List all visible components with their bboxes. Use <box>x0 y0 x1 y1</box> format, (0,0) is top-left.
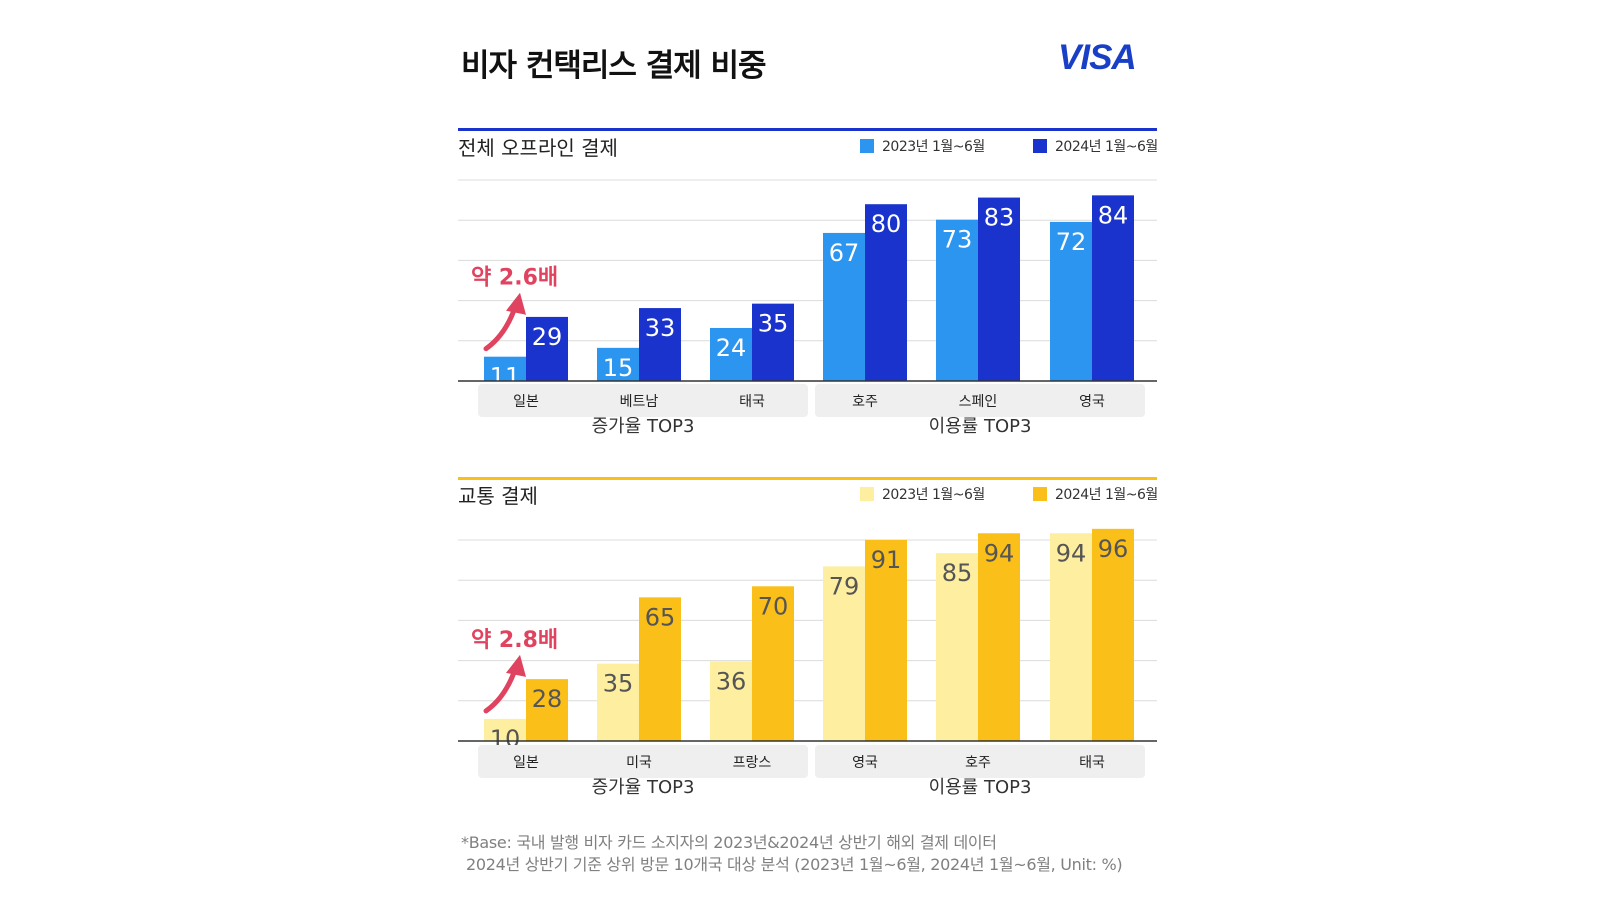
section-title: 전체 오프라인 결제 <box>458 136 618 160</box>
tick-label: 호주 <box>965 755 991 771</box>
bar-호주 <box>978 533 1020 741</box>
data-label: 35 <box>603 670 634 698</box>
bar-태국 <box>1050 533 1092 741</box>
bar-미국 <box>597 663 639 741</box>
tick-label: 스페인 <box>959 394 998 410</box>
tick-label: 영국 <box>852 755 878 771</box>
tick-label: 호주 <box>852 394 878 410</box>
data-label: 36 <box>716 667 747 695</box>
legend-label: 2024년 1월~6월 <box>1055 139 1158 155</box>
bar-일본 <box>526 316 568 381</box>
data-label: 65 <box>645 603 676 631</box>
tick-label: 프랑스 <box>733 755 772 771</box>
bar-스페인 <box>978 197 1020 381</box>
bar-베트남 <box>597 347 639 381</box>
data-label: 83 <box>984 204 1015 232</box>
group-label: 이용률 TOP3 <box>929 416 1032 437</box>
bar-호주 <box>936 553 978 741</box>
bar-프랑스 <box>710 661 752 741</box>
legend-label: 2023년 1월~6월 <box>882 139 985 155</box>
data-label: 73 <box>942 226 973 254</box>
data-label: 35 <box>758 310 789 338</box>
tick-label: 태국 <box>739 394 765 410</box>
tick-label: 일본 <box>513 755 539 771</box>
page-title: 비자 컨택리스 결제 비중 <box>461 48 767 84</box>
data-label: 79 <box>829 572 860 600</box>
group-box <box>815 384 1145 417</box>
annotation-label: 약 2.8배 <box>471 628 558 653</box>
data-label: 15 <box>603 354 634 382</box>
footnote-line-1: *Base: 국내 발행 비자 카드 소지자의 2023년&2024년 상반기 … <box>461 833 997 852</box>
bar-태국 <box>1092 528 1134 741</box>
tick-label: 일본 <box>513 394 539 410</box>
bar-영국 <box>865 539 907 741</box>
section-rule <box>458 477 1157 480</box>
data-label: 80 <box>871 210 902 238</box>
footnote-line-2: 2024년 상반기 기준 상위 방문 10개국 대상 분석 (2023년 1월~… <box>466 855 1123 874</box>
tick-label: 영국 <box>1079 394 1105 410</box>
data-label: 24 <box>716 334 747 362</box>
arrow-head-icon <box>506 654 526 677</box>
bar-스페인 <box>936 219 978 381</box>
legend-label: 2024년 1월~6월 <box>1055 487 1158 503</box>
bar-미국 <box>639 597 681 741</box>
data-label: 67 <box>829 239 860 267</box>
data-label: 70 <box>758 592 789 620</box>
legend-swatch <box>1033 139 1047 153</box>
bar-태국 <box>752 303 794 381</box>
bar-일본 <box>484 356 526 381</box>
bar-영국 <box>1092 195 1134 381</box>
annotation-label: 약 2.6배 <box>471 266 558 291</box>
tick-label: 베트남 <box>620 394 659 410</box>
data-label: 94 <box>1056 539 1087 567</box>
data-label: 72 <box>1056 228 1087 256</box>
data-label: 33 <box>645 314 676 342</box>
bar-일본 <box>484 718 526 741</box>
bar-프랑스 <box>752 586 794 741</box>
data-label: 28 <box>532 685 563 713</box>
data-label: 85 <box>942 559 973 587</box>
bar-영국 <box>823 566 865 741</box>
bar-일본 <box>526 679 568 741</box>
data-label: 94 <box>984 539 1015 567</box>
legend-swatch <box>1033 487 1047 501</box>
legend-swatch <box>860 487 874 501</box>
legend-swatch <box>860 139 874 153</box>
tick-label: 태국 <box>1079 755 1105 771</box>
group-box <box>478 745 808 778</box>
group-label: 증가율 TOP3 <box>592 777 695 798</box>
bar-베트남 <box>639 308 681 381</box>
arrow-head-icon <box>506 292 526 315</box>
bar-호주 <box>865 204 907 381</box>
tick-label: 미국 <box>626 755 652 771</box>
data-label: 91 <box>871 546 902 574</box>
bar-영국 <box>1050 221 1092 381</box>
footnote: *Base: 국내 발행 비자 카드 소지자의 2023년&2024년 상반기 … <box>461 832 1123 876</box>
group-label: 증가율 TOP3 <box>592 416 695 437</box>
bar-태국 <box>710 327 752 381</box>
group-box <box>478 384 808 417</box>
section-rule <box>458 128 1157 131</box>
visa-logo: VISA <box>1058 38 1137 77</box>
data-label: 29 <box>532 323 563 351</box>
data-label: 84 <box>1098 201 1129 229</box>
group-label: 이용률 TOP3 <box>929 777 1032 798</box>
legend-label: 2023년 1월~6월 <box>882 487 985 503</box>
data-label: 96 <box>1098 535 1129 563</box>
bar-호주 <box>823 232 865 381</box>
section-title: 교통 결제 <box>458 484 538 508</box>
group-box <box>815 745 1145 778</box>
